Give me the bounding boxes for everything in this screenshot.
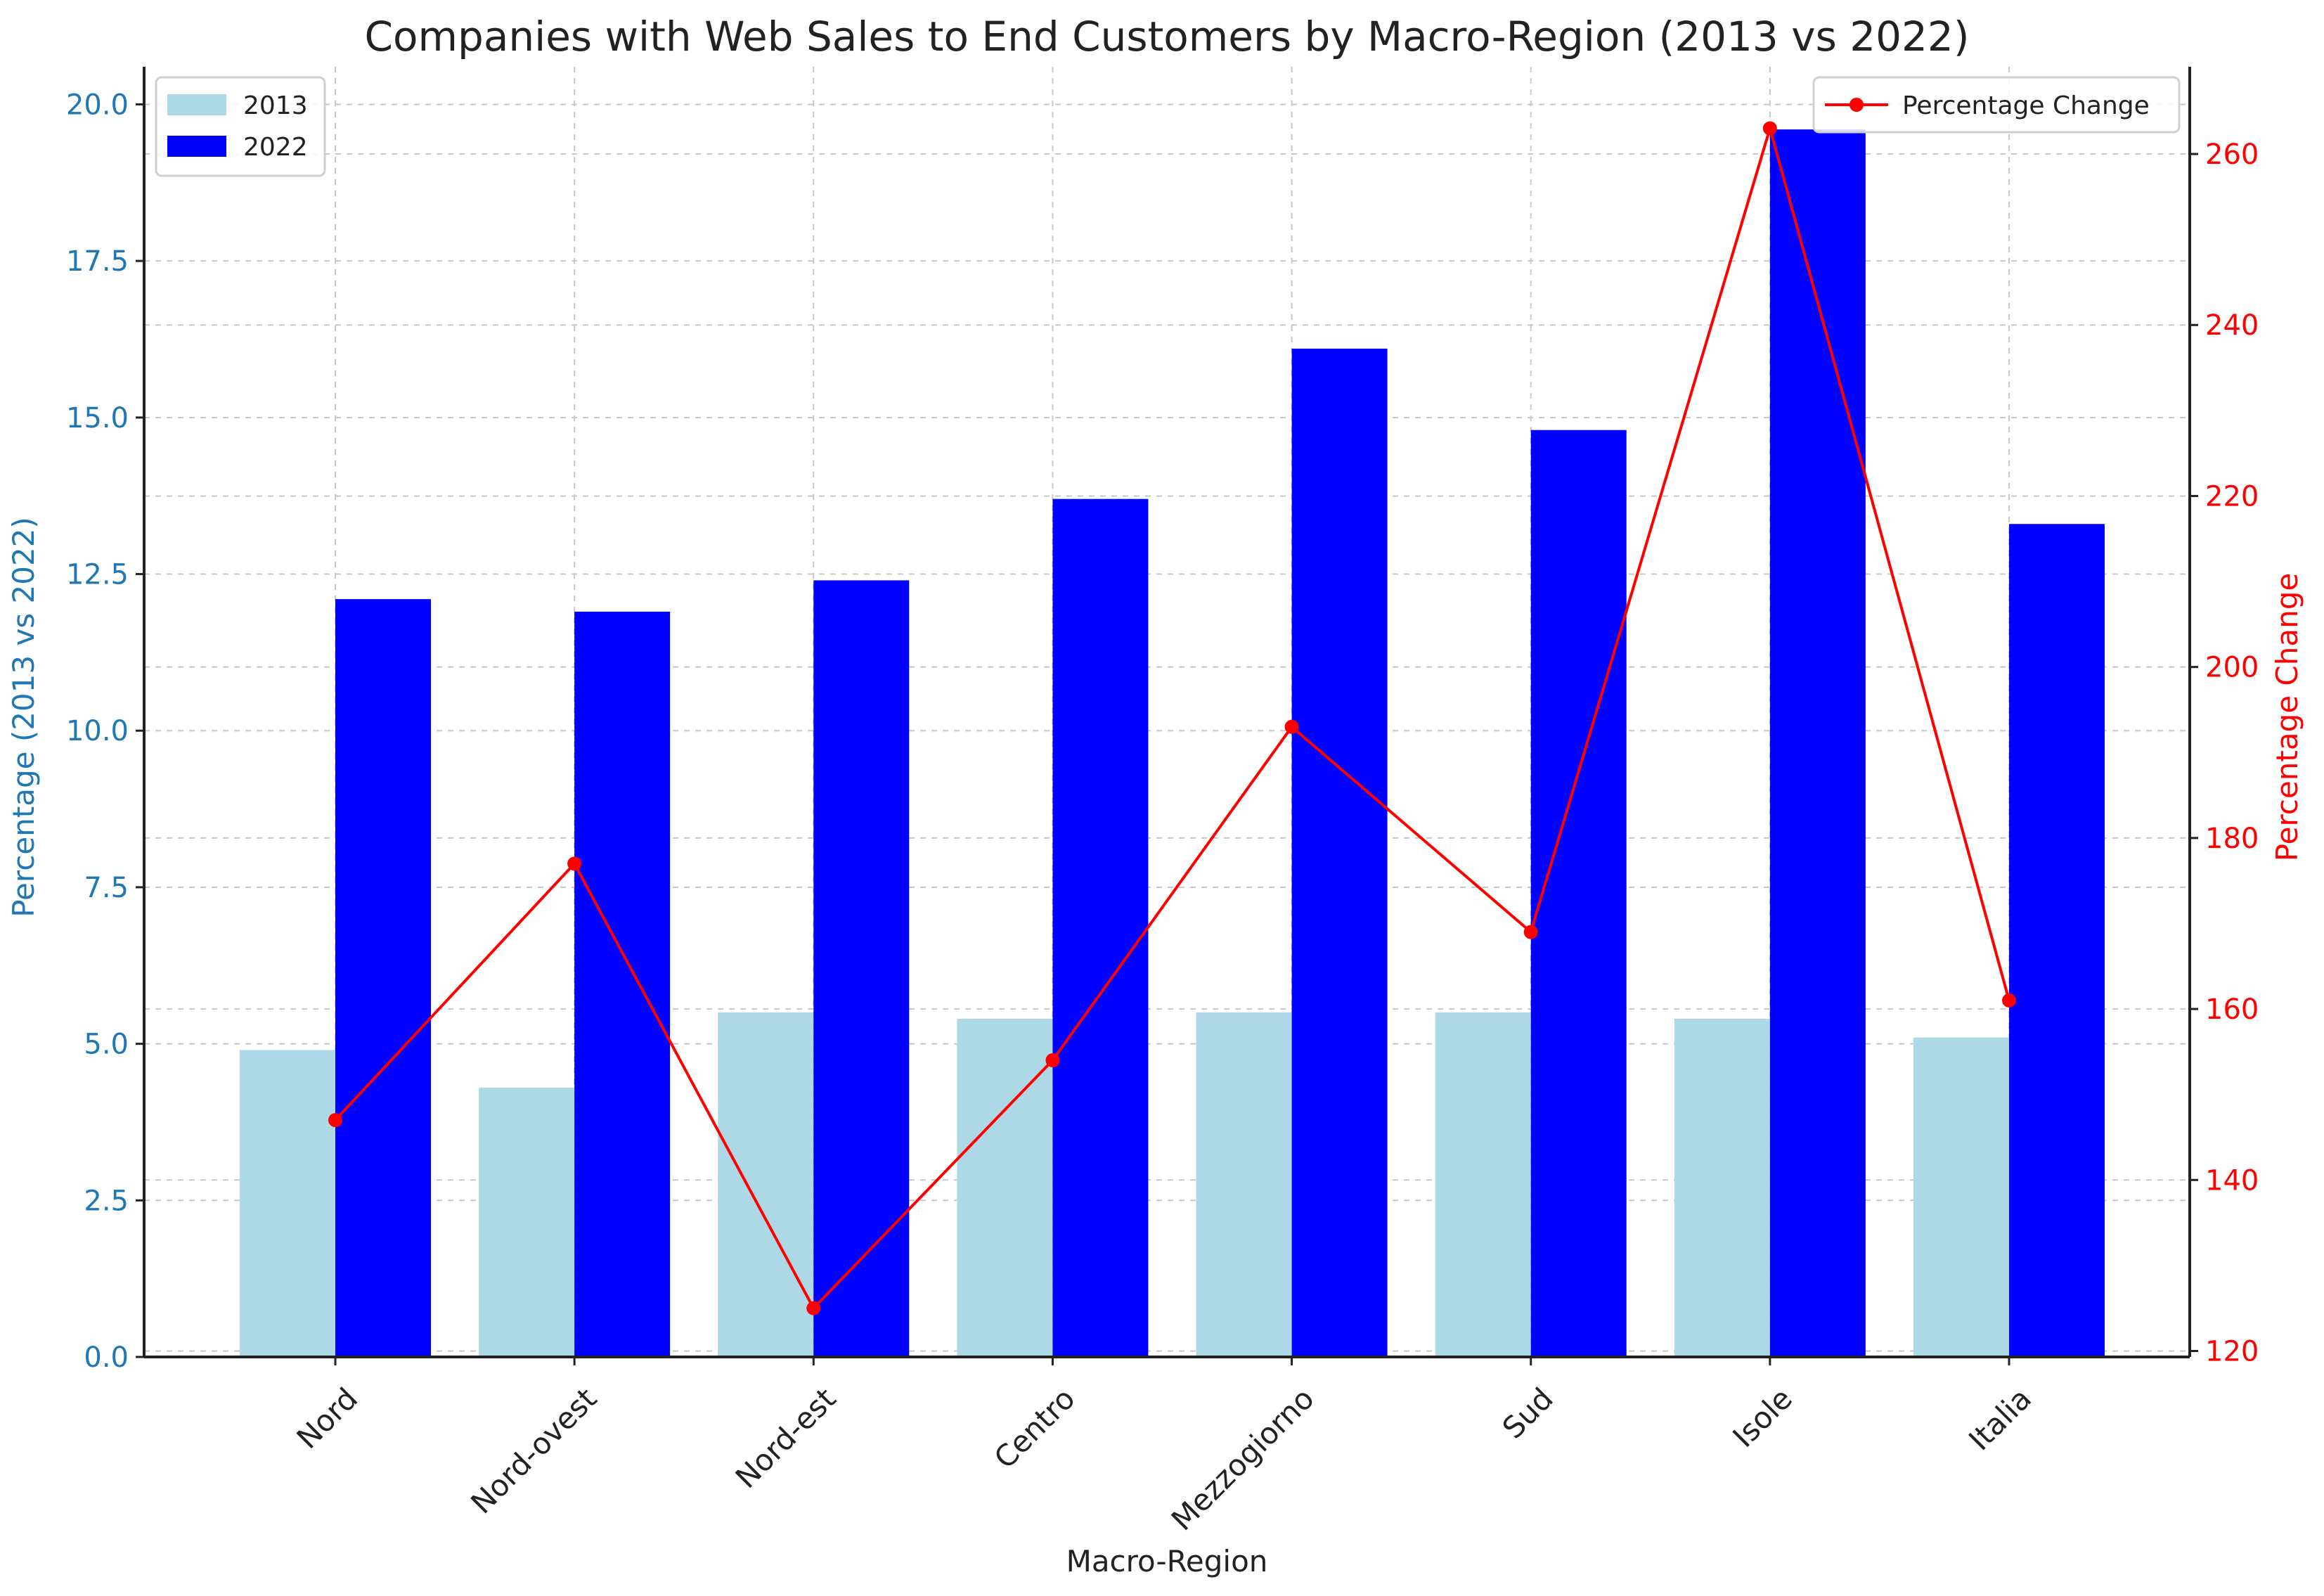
bar-2013-centro [957, 1018, 1053, 1357]
grid-layer [144, 67, 2190, 1358]
marker-percentage-change-nord [328, 1113, 342, 1128]
marker-percentage-change-centro [1045, 1053, 1060, 1068]
chart-title: Companies with Web Sales to End Customer… [365, 13, 1970, 60]
bar-2022-isole [1769, 129, 1866, 1358]
legend-marker-percentage-change [1849, 98, 1864, 112]
bar-2013-mezzogiorno [1196, 1012, 1292, 1357]
bar-2013-nord-est [718, 1012, 814, 1357]
bar-2013-nord-ovest [479, 1087, 575, 1357]
marker-percentage-change-nord-est [806, 1301, 821, 1315]
marker-percentage-change-nord-ovest [567, 856, 582, 871]
legend-label-2022: 2022 [243, 133, 308, 162]
legend-years: 2013 2022 [155, 76, 326, 177]
x-tick-label-mezzogiorno: Mezzogiorno [1165, 1381, 1321, 1537]
line-percentage-change [334, 123, 2010, 1311]
x-tick-label-sud: Sud [1496, 1381, 1560, 1445]
legend-swatch-2022 [167, 136, 226, 157]
y2-tick-label-2: 160 [2205, 993, 2259, 1026]
marker-percentage-change-sud [1523, 925, 1538, 939]
y-tick-label-1: 2.5 [84, 1185, 129, 1217]
y-tick-label-8: 20.0 [66, 89, 129, 121]
bar-2013-sud [1435, 1012, 1531, 1357]
x-tick-label-centro: Centro [988, 1381, 1082, 1475]
bar-2013-italia [1913, 1037, 2009, 1357]
line-layer [328, 121, 2016, 1315]
y2-tick-label-7: 260 [2205, 139, 2259, 171]
bar-2022-italia [2009, 524, 2105, 1357]
legend-label-2013: 2013 [243, 91, 308, 120]
y-tick-label-6: 15.0 [66, 402, 129, 435]
legend-change-box [1812, 76, 2181, 134]
y2-tick-label-5: 220 [2205, 480, 2259, 513]
bar-layer [240, 129, 2105, 1358]
bar-2022-nord [335, 599, 431, 1358]
bar-2022-nord-ovest [574, 611, 671, 1357]
y-tick-label-7: 17.5 [66, 245, 129, 278]
legend-swatch-2013 [167, 94, 226, 115]
bar-2022-sud [1530, 430, 1627, 1357]
bar-2022-nord-est [813, 580, 910, 1357]
x-tick-label-nord: Nord [290, 1381, 365, 1455]
x-axis-title: Macro-Region [1066, 1544, 1268, 1578]
x-tick-label-nord-ovest: Nord-ovest [464, 1381, 603, 1520]
x-tick-label-isole: Isole [1726, 1381, 1799, 1454]
y-tick-label-2: 5.0 [84, 1029, 129, 1061]
y2-tick-label-4: 200 [2205, 652, 2259, 684]
x-tick-label-nord-est: Nord-est [729, 1381, 843, 1495]
y2-tick-label-1: 140 [2205, 1164, 2259, 1197]
y-tick-label-3: 7.5 [84, 872, 129, 904]
legend-change: Percentage Change [1812, 76, 2181, 134]
y2-tick-label-0: 120 [2205, 1335, 2259, 1367]
y-axis-title: Percentage (2013 vs 2022) [6, 517, 41, 918]
y2-tick-label-6: 240 [2205, 309, 2259, 342]
bar-2013-nord [240, 1050, 335, 1357]
x-tick-label-italia: Italia [1962, 1381, 2038, 1457]
bar-2022-centro [1052, 498, 1149, 1357]
y-tick-label-4: 10.0 [66, 715, 129, 747]
y2-tick-label-3: 180 [2205, 823, 2259, 855]
marker-percentage-change-italia [2002, 993, 2016, 1008]
y-tick-label-5: 12.5 [66, 559, 129, 591]
marker-percentage-change-mezzogiorno [1284, 719, 1299, 734]
bar-2022-mezzogiorno [1291, 348, 1388, 1358]
y2-axis-title: Percentage Change [2270, 573, 2304, 861]
axis-layer [143, 67, 2191, 1358]
bar-2013-isole [1674, 1018, 1770, 1357]
marker-percentage-change-isole [1762, 121, 1777, 136]
y-tick-label-0: 0.0 [84, 1341, 129, 1374]
legend-label-percentage-change: Percentage Change [1902, 91, 2150, 120]
